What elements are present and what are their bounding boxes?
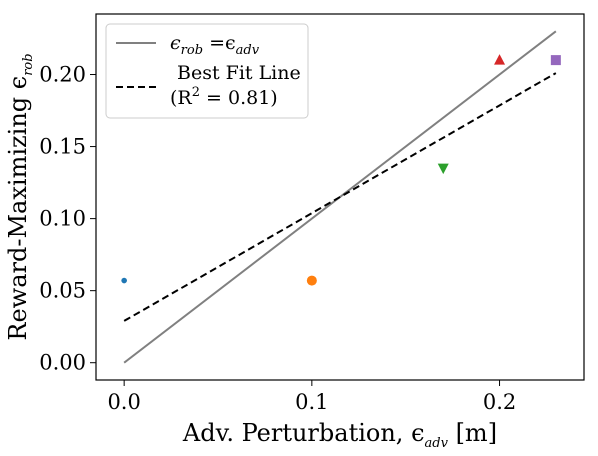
legend-fit-label-line2: (R2 = 0.81) [170,85,278,109]
legend-identity-label: ϵrob =ϵadv [170,32,260,58]
legend-fit-label-line1: Best Fit Line [177,62,301,84]
data-point [437,163,449,175]
y-tick-label: 0.00 [39,351,86,375]
y-axis: 0.00 0.05 0.10 0.15 0.20 [39,63,96,375]
legend-box [105,23,309,119]
data-point [494,54,506,65]
y-tick-label: 0.10 [39,207,86,231]
y-axis-label: Reward-Maximizing ϵrob [4,53,36,340]
data-point [306,275,317,286]
y-tick-label: 0.15 [39,135,86,159]
best-fit-line [123,72,557,322]
y-tick-label: 0.20 [39,63,86,87]
x-tick-label: 0.2 [483,390,516,414]
x-axis: 0.0 0.1 0.2 [107,380,516,414]
legend: ϵrob =ϵadv Best Fit Line (R2 = 0.81) [105,23,309,119]
y-tick-label: 0.05 [39,279,86,303]
x-tick-label: 0.0 [107,390,140,414]
data-point [550,55,561,66]
data-points [121,54,561,286]
plot-area [95,13,585,381]
data-point [121,277,127,284]
x-tick-label: 0.1 [295,390,328,414]
x-axis-label: Adv. Perturbation, ϵadv [m] [182,419,497,451]
